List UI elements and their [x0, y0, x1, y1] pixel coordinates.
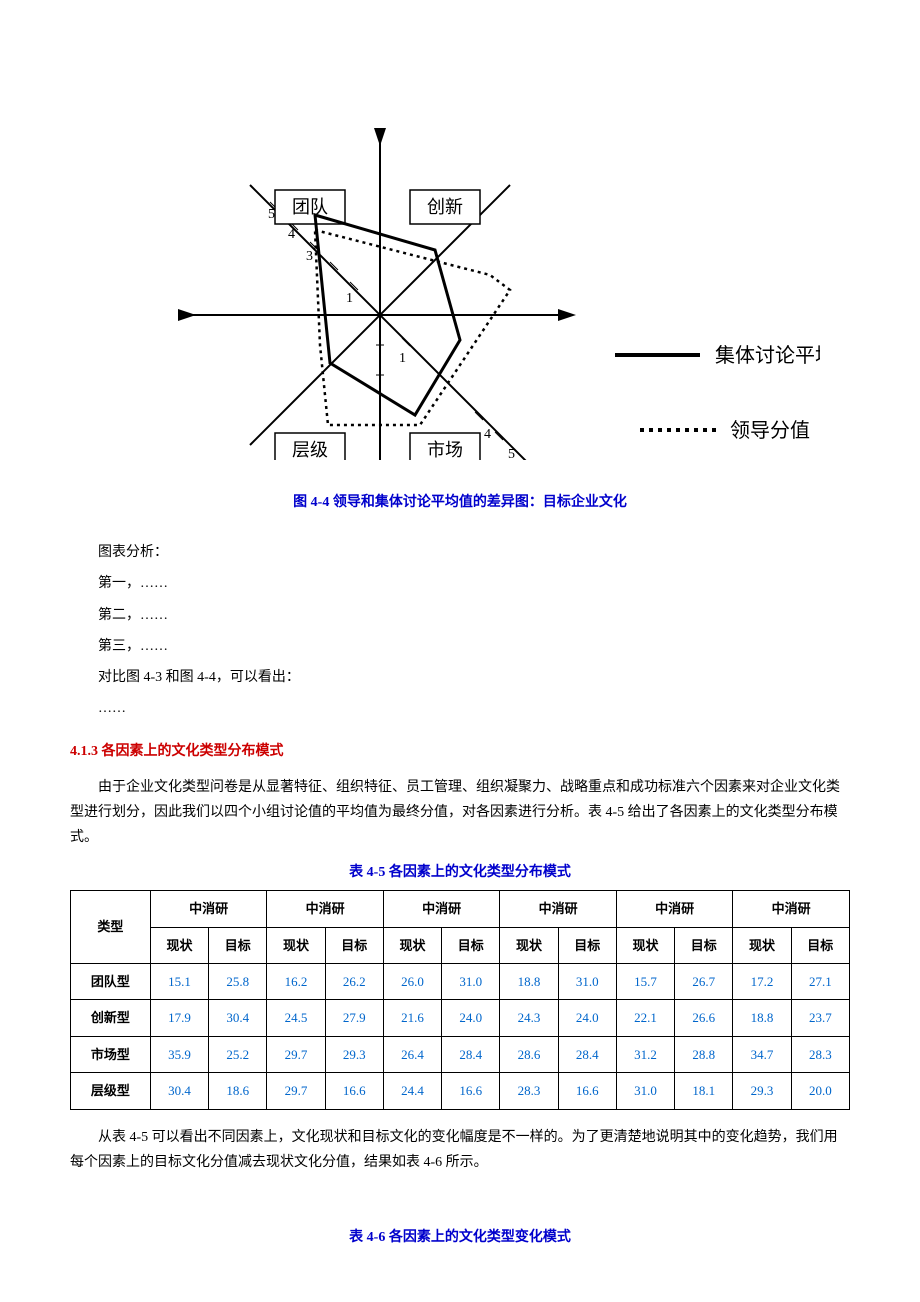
data-cell: 28.6 [500, 1036, 558, 1072]
tick-3: 3 [306, 249, 313, 264]
data-cell: 31.0 [442, 964, 500, 1000]
data-cell: 24.0 [558, 1000, 616, 1036]
data-cell: 28.3 [791, 1036, 849, 1072]
tick-5b: 5 [508, 447, 515, 460]
data-cell: 26.6 [675, 1000, 733, 1036]
data-cell: 31.0 [616, 1073, 674, 1109]
data-cell: 31.2 [616, 1036, 674, 1072]
tick-4: 4 [288, 227, 295, 242]
data-cell: 22.1 [616, 1000, 674, 1036]
table-row: 团队型15.125.816.226.226.031.018.831.015.72… [71, 964, 850, 1000]
data-cell: 15.7 [616, 964, 674, 1000]
data-cell: 15.1 [150, 964, 208, 1000]
section-4-1-3-para1: 由于企业文化类型问卷是从显著特征、组织特征、员工管理、组织凝聚力、战略重点和成功… [70, 775, 850, 851]
data-cell: 28.4 [558, 1036, 616, 1072]
data-cell: 18.1 [675, 1073, 733, 1109]
data-cell: 34.7 [733, 1036, 791, 1072]
radar-diagram-container: 团队 创新 层级 市场 5 4 3 1 1 4 5 集体讨论平均值 领导分值 [70, 80, 850, 460]
data-cell: 25.2 [209, 1036, 267, 1072]
data-cell: 24.4 [383, 1073, 441, 1109]
data-cell: 21.6 [383, 1000, 441, 1036]
table-4-5: 类型 中消研 中消研 中消研 中消研 中消研 中消研 现状目标 现状目标 现状目… [70, 890, 850, 1109]
data-cell: 24.5 [267, 1000, 325, 1036]
data-cell: 26.7 [675, 964, 733, 1000]
row-label: 层级型 [71, 1073, 151, 1109]
analysis-ellipsis: …… [70, 696, 850, 721]
data-cell: 28.4 [442, 1036, 500, 1072]
dotted-polygon [315, 230, 510, 425]
data-cell: 16.6 [442, 1073, 500, 1109]
tick-1b: 1 [399, 351, 406, 366]
data-cell: 35.9 [150, 1036, 208, 1072]
quad-tl-label: 团队 [292, 197, 328, 217]
data-cell: 26.4 [383, 1036, 441, 1072]
table-group-4: 中消研 [500, 891, 617, 927]
data-cell: 16.6 [325, 1073, 383, 1109]
data-cell: 29.3 [325, 1036, 383, 1072]
data-cell: 20.0 [791, 1073, 849, 1109]
data-cell: 26.2 [325, 964, 383, 1000]
data-cell: 29.7 [267, 1036, 325, 1072]
after-table-para: 从表 4-5 可以看出不同因素上，文化现状和目标文化的变化幅度是不一样的。为了更… [70, 1125, 850, 1175]
table-group-6: 中消研 [733, 891, 850, 927]
tick-1a: 1 [346, 291, 353, 306]
legend-dotted-label: 领导分值 [730, 419, 810, 442]
data-cell: 23.7 [791, 1000, 849, 1036]
radar-diagram-svg: 团队 创新 层级 市场 5 4 3 1 1 4 5 集体讨论平均值 领导分值 [100, 80, 820, 460]
analysis-intro: 图表分析： [70, 540, 850, 565]
analysis-line-1: 第一，…… [70, 571, 850, 596]
data-cell: 30.4 [209, 1000, 267, 1036]
table-group-5: 中消研 [616, 891, 733, 927]
quad-tr-label: 创新 [427, 197, 463, 217]
table-4-5-caption: 表 4-5 各因素上的文化类型分布模式 [70, 860, 850, 885]
table-subheader-row: 现状目标 现状目标 现状目标 现状目标 现状目标 现状目标 [71, 927, 850, 963]
table-group-1: 中消研 [150, 891, 267, 927]
data-cell: 28.3 [500, 1073, 558, 1109]
data-cell: 31.0 [558, 964, 616, 1000]
data-cell: 24.0 [442, 1000, 500, 1036]
data-cell: 18.8 [500, 964, 558, 1000]
data-cell: 18.8 [733, 1000, 791, 1036]
analysis-compare: 对比图 4-3 和图 4-4，可以看出： [70, 665, 850, 690]
analysis-line-2: 第二，…… [70, 603, 850, 628]
row-label: 团队型 [71, 964, 151, 1000]
data-cell: 26.0 [383, 964, 441, 1000]
table-group-2: 中消研 [267, 891, 384, 927]
row-label: 市场型 [71, 1036, 151, 1072]
data-cell: 18.6 [209, 1073, 267, 1109]
data-cell: 29.7 [267, 1073, 325, 1109]
table-group-3: 中消研 [383, 891, 500, 927]
table-row: 创新型17.930.424.527.921.624.024.324.022.12… [71, 1000, 850, 1036]
tick-4b: 4 [484, 427, 491, 442]
data-cell: 17.9 [150, 1000, 208, 1036]
data-cell: 25.8 [209, 964, 267, 1000]
legend-solid-label: 集体讨论平均值 [715, 344, 820, 367]
table-4-6-caption: 表 4-6 各因素上的文化类型变化模式 [70, 1225, 850, 1250]
tick-5: 5 [268, 207, 275, 222]
quad-bl-label: 层级 [292, 440, 328, 460]
row-label: 创新型 [71, 1000, 151, 1036]
analysis-line-3: 第三，…… [70, 634, 850, 659]
quad-br-label: 市场 [427, 440, 463, 460]
table-row: 市场型35.925.229.729.326.428.428.628.431.22… [71, 1036, 850, 1072]
data-cell: 16.6 [558, 1073, 616, 1109]
table-row: 层级型30.418.629.716.624.416.628.316.631.01… [71, 1073, 850, 1109]
data-cell: 27.9 [325, 1000, 383, 1036]
data-cell: 27.1 [791, 964, 849, 1000]
table-type-header: 类型 [71, 891, 151, 964]
data-cell: 29.3 [733, 1073, 791, 1109]
data-cell: 28.8 [675, 1036, 733, 1072]
analysis-text-block: 图表分析： 第一，…… 第二，…… 第三，…… 对比图 4-3 和图 4-4，可… [70, 540, 850, 721]
data-cell: 16.2 [267, 964, 325, 1000]
figure-4-4-caption: 图 4-4 领导和集体讨论平均值的差异图：目标企业文化 [70, 490, 850, 515]
data-cell: 30.4 [150, 1073, 208, 1109]
data-cell: 17.2 [733, 964, 791, 1000]
section-4-1-3-heading: 4.1.3 各因素上的文化类型分布模式 [70, 739, 850, 764]
data-cell: 24.3 [500, 1000, 558, 1036]
